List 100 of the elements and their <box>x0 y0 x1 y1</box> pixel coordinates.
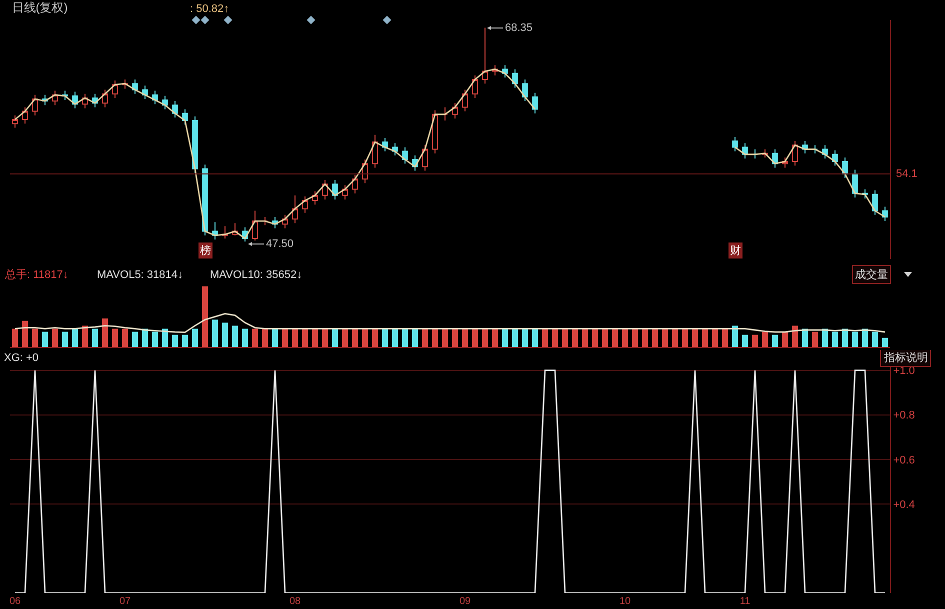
annotation: XG: +0 <box>4 352 39 364</box>
bar <box>552 328 558 347</box>
candlestick <box>12 114 18 128</box>
candlestick <box>202 164 208 236</box>
bar <box>192 328 198 347</box>
bar <box>482 328 488 347</box>
candlestick <box>452 102 458 119</box>
bar <box>532 328 538 347</box>
x-tick-label: 09 <box>459 596 471 607</box>
bar <box>342 328 348 347</box>
chart-title: 日线(复权) <box>12 0 68 14</box>
bar <box>732 326 738 347</box>
bar <box>22 320 28 347</box>
bar <box>242 328 248 347</box>
bar <box>492 328 498 347</box>
y-tick-label: +0.4 <box>893 498 915 511</box>
bar <box>252 328 258 347</box>
candlestick <box>252 210 258 242</box>
annotation: 指标说明 <box>883 352 928 364</box>
candlestick <box>732 136 738 152</box>
candlestick <box>462 89 468 112</box>
x-tick-label: 06 <box>9 596 21 607</box>
bar <box>472 328 478 347</box>
bar <box>412 328 418 347</box>
bar <box>542 328 548 347</box>
bar <box>822 328 828 347</box>
candlestick <box>22 106 28 124</box>
y-tick-label: +0.6 <box>893 454 915 466</box>
bar <box>442 328 448 347</box>
bar <box>652 328 658 347</box>
bar <box>162 328 168 347</box>
bar <box>752 334 758 347</box>
y-tick-label: +0.8 <box>893 410 915 422</box>
bar <box>202 286 208 347</box>
bar <box>702 328 708 347</box>
bar <box>292 328 298 347</box>
bar <box>82 326 88 347</box>
bar <box>832 332 838 347</box>
x-tick-label: 08 <box>289 596 301 607</box>
bar <box>862 328 868 347</box>
candlestick <box>402 146 408 164</box>
bar <box>382 328 388 347</box>
bar <box>592 328 598 347</box>
bar <box>802 328 808 347</box>
ref-line-label: 54.1 <box>896 168 918 180</box>
bar <box>42 332 48 347</box>
bar <box>212 320 218 347</box>
candlestick <box>522 78 528 102</box>
bar <box>32 328 38 347</box>
bar <box>682 328 688 347</box>
candlestick <box>372 134 378 168</box>
candlestick <box>532 92 538 114</box>
bar <box>132 332 138 347</box>
text: 总手: 11817↓ <box>4 268 68 281</box>
text: : 50.82↑ <box>190 3 230 15</box>
candlestick <box>422 144 428 172</box>
x-tick-label: 11 <box>740 596 751 607</box>
bar <box>602 328 608 347</box>
bar <box>452 328 458 347</box>
bar <box>142 328 148 347</box>
annotation: 68.35 <box>505 22 533 34</box>
candlestick <box>882 206 888 222</box>
bar <box>112 328 118 347</box>
bar <box>12 328 18 347</box>
text: MAVOL5: 31814↓ <box>97 269 184 281</box>
candlestick <box>172 100 178 118</box>
bar <box>92 328 98 347</box>
bar <box>362 328 368 347</box>
bar <box>272 328 278 347</box>
bar <box>582 328 588 347</box>
candlestick <box>342 184 348 200</box>
bar <box>612 328 618 347</box>
bar <box>622 328 628 347</box>
bar <box>632 328 638 347</box>
bar <box>462 328 468 347</box>
annotation: 财 <box>730 244 741 257</box>
bar <box>322 328 328 347</box>
bar <box>672 328 678 347</box>
bar <box>232 326 238 347</box>
candlestick <box>512 68 518 88</box>
bar <box>122 328 128 347</box>
bar <box>102 318 108 347</box>
candlestick <box>32 94 38 116</box>
annotation: 47.50 <box>266 238 294 250</box>
x-tick-label: 10 <box>619 596 631 607</box>
candlestick <box>292 194 298 224</box>
bar <box>712 328 718 347</box>
bar <box>722 328 728 347</box>
bar <box>772 334 778 347</box>
candlestick <box>102 89 108 108</box>
bar <box>62 332 68 347</box>
candlestick <box>472 74 478 98</box>
bar <box>72 328 78 347</box>
bar <box>332 328 338 347</box>
bar <box>852 332 858 347</box>
bar <box>842 328 848 347</box>
bar <box>432 328 438 347</box>
bar <box>282 328 288 347</box>
candlestick <box>432 110 438 154</box>
bar <box>182 334 188 347</box>
